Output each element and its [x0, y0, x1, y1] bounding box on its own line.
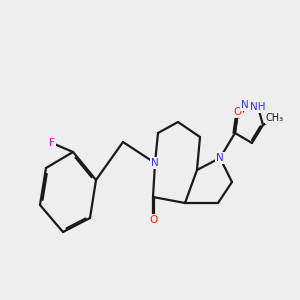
- Text: N: N: [241, 100, 249, 110]
- Text: CH₃: CH₃: [266, 113, 284, 123]
- Text: F: F: [49, 138, 55, 148]
- Text: N: N: [151, 158, 159, 168]
- Text: N: N: [216, 153, 224, 163]
- Text: O: O: [149, 215, 157, 225]
- Text: O: O: [234, 107, 242, 117]
- Text: NH: NH: [250, 102, 266, 112]
